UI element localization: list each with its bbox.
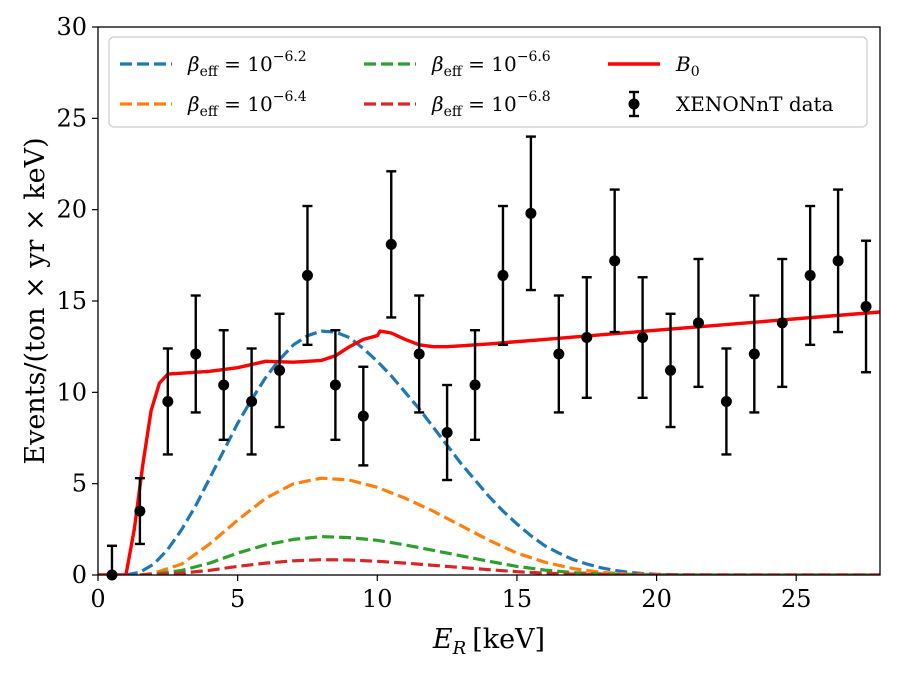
legend-label-1: βeff = 10−6.4 bbox=[187, 89, 307, 120]
series-group bbox=[98, 310, 880, 575]
data-marker bbox=[637, 332, 649, 344]
legend-label-2: βeff = 10−6.6 bbox=[431, 49, 551, 80]
data-point-27 bbox=[860, 239, 872, 374]
legend: βeff = 10−6.2 βeff = 10−6.4 βeff = 10−6.6 β… bbox=[108, 36, 868, 128]
y-axis-title: Events/(ton × yr × keV) bbox=[20, 137, 51, 464]
data-marker bbox=[748, 348, 760, 360]
series-line-3 bbox=[139, 558, 880, 575]
data-point-3 bbox=[190, 294, 202, 414]
y-tick-label: 10 bbox=[56, 378, 87, 406]
x-tick-label: 25 bbox=[781, 585, 812, 613]
data-marker bbox=[301, 269, 313, 281]
data-point-17 bbox=[581, 276, 593, 400]
data-point-7 bbox=[301, 204, 313, 347]
data-point-20 bbox=[665, 312, 677, 429]
x-tick-label: 0 bbox=[90, 585, 105, 613]
x-axis-title: ER [keV] bbox=[432, 624, 545, 659]
series-line-2 bbox=[139, 534, 880, 575]
data-point-11 bbox=[413, 294, 425, 414]
data-point-12 bbox=[441, 383, 453, 482]
data-marker bbox=[720, 395, 732, 407]
data-marker bbox=[525, 207, 537, 219]
legend-label-3: βeff = 10−6.8 bbox=[431, 89, 551, 120]
x-axis-unit: [keV] bbox=[472, 624, 545, 655]
data-point-4 bbox=[218, 329, 230, 442]
data-marker bbox=[553, 348, 565, 360]
data-point-10 bbox=[385, 170, 397, 319]
data-points-group bbox=[106, 135, 872, 581]
data-point-26 bbox=[832, 188, 844, 334]
data-marker bbox=[441, 427, 453, 439]
x-tick-label: 5 bbox=[230, 585, 245, 613]
y-tick-label: 0 bbox=[72, 561, 87, 589]
data-marker bbox=[860, 300, 872, 312]
data-marker bbox=[413, 348, 425, 360]
data-marker bbox=[469, 379, 481, 391]
legend-label-0: βeff = 10−6.2 bbox=[187, 49, 307, 80]
x-tick-label: 10 bbox=[362, 585, 393, 613]
x-axis-var: E bbox=[432, 624, 453, 655]
data-marker bbox=[776, 317, 788, 329]
x-axis-sub: R bbox=[452, 638, 467, 659]
y-tick-label: 25 bbox=[56, 104, 87, 132]
axis-ticks: 0 5 10 15 20 25 0 5 10 15 20 25 30 bbox=[56, 13, 811, 613]
data-marker bbox=[609, 255, 621, 267]
data-point-9 bbox=[357, 365, 369, 467]
data-marker bbox=[218, 379, 230, 391]
legend-label-data: XENONnT data bbox=[676, 92, 834, 116]
data-point-14 bbox=[497, 204, 509, 347]
data-marker bbox=[246, 395, 258, 407]
data-point-8 bbox=[329, 329, 341, 442]
data-point-23 bbox=[748, 294, 760, 414]
data-marker bbox=[274, 364, 286, 376]
data-marker bbox=[581, 332, 593, 344]
series-line-4 bbox=[98, 310, 880, 575]
data-point-24 bbox=[776, 257, 788, 389]
data-marker bbox=[804, 269, 816, 281]
data-marker bbox=[162, 395, 174, 407]
data-point-21 bbox=[692, 257, 704, 389]
axis-labels: ER [keV] Events/(ton × yr × keV) bbox=[20, 137, 545, 659]
data-marker bbox=[134, 505, 146, 517]
data-point-5 bbox=[246, 347, 258, 456]
y-tick-label: 20 bbox=[56, 196, 87, 224]
data-point-13 bbox=[469, 329, 481, 442]
y-tick-label: 5 bbox=[72, 470, 87, 498]
legend-errorbar-marker bbox=[628, 98, 640, 110]
y-tick-label: 15 bbox=[56, 287, 87, 315]
data-point-1 bbox=[134, 476, 146, 546]
data-point-16 bbox=[553, 294, 565, 414]
x-tick-label: 20 bbox=[641, 585, 672, 613]
data-marker bbox=[190, 348, 202, 360]
data-point-22 bbox=[720, 347, 732, 456]
data-marker bbox=[329, 379, 341, 391]
legend-label-4: B0 bbox=[675, 52, 700, 80]
legend-box bbox=[108, 36, 868, 128]
data-marker bbox=[357, 410, 369, 422]
series-line-1 bbox=[139, 476, 880, 575]
data-point-19 bbox=[637, 276, 649, 400]
data-point-6 bbox=[274, 312, 286, 429]
data-marker bbox=[385, 238, 397, 250]
data-point-25 bbox=[804, 204, 816, 347]
data-marker bbox=[497, 269, 509, 281]
data-point-2 bbox=[162, 347, 174, 456]
data-marker bbox=[692, 317, 704, 329]
data-point-15 bbox=[525, 135, 537, 292]
data-marker bbox=[665, 364, 677, 376]
y-tick-label: 30 bbox=[56, 13, 87, 41]
x-tick-label: 15 bbox=[502, 585, 533, 613]
data-marker bbox=[832, 255, 844, 267]
data-point-18 bbox=[609, 188, 621, 334]
